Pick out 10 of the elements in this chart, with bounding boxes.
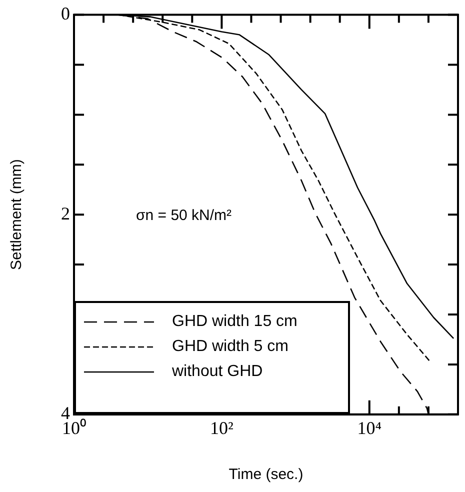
x-tick-label: 10²	[210, 418, 234, 438]
legend-label: without GHD	[172, 362, 263, 381]
x-tick-label: 10⁴	[357, 418, 382, 438]
annotation: σn = 50 kN/m²	[136, 206, 232, 224]
legend-label: GHD width 15 cm	[172, 312, 298, 331]
y-tick-label: 0	[61, 4, 70, 24]
legend-label: GHD width 5 cm	[172, 338, 288, 356]
x-axis-title: Time (sec.)	[228, 466, 304, 484]
y-axis-title: Settlement (mm)	[8, 159, 26, 270]
y-tick-label: 2	[61, 203, 70, 224]
